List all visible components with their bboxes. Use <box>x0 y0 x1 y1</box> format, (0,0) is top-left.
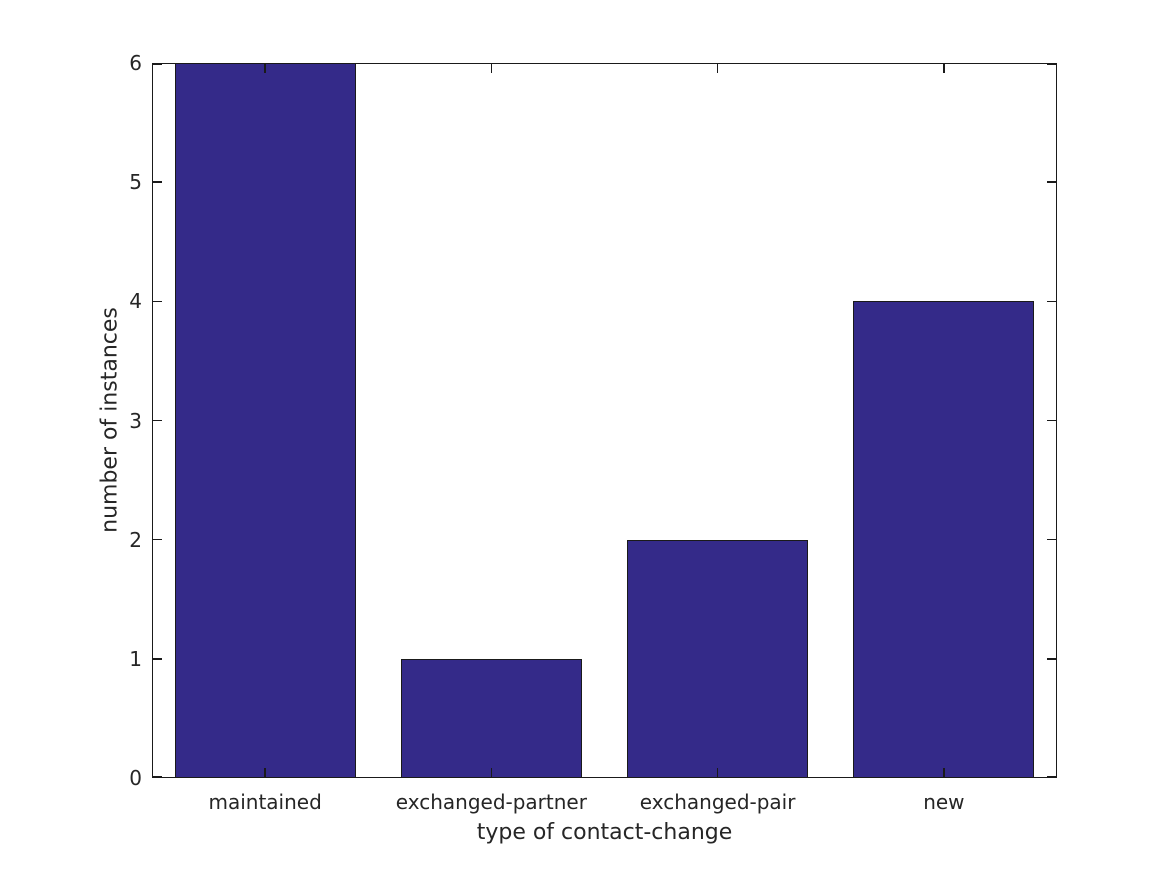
x-tick <box>490 768 493 778</box>
y-tick-label: 6 <box>129 51 142 75</box>
y-tick <box>152 776 162 778</box>
y-tick <box>1047 538 1057 541</box>
x-tick <box>716 768 719 778</box>
y-tick <box>1047 300 1057 303</box>
x-tick-label: exchanged-partner <box>395 790 587 814</box>
y-tick <box>152 63 162 65</box>
x-tick <box>943 63 945 73</box>
y-tick <box>1047 419 1057 422</box>
y-tick-label: 4 <box>129 289 142 314</box>
x-tick <box>264 63 266 73</box>
x-tick-label: new <box>923 790 965 814</box>
x-tick <box>264 768 266 778</box>
y-tick-label: 1 <box>129 646 142 671</box>
x-tick <box>490 63 493 73</box>
y-tick <box>1047 776 1057 778</box>
bar-exchanged-pair <box>627 539 809 778</box>
y-tick <box>1047 181 1057 183</box>
y-tick-label: 0 <box>129 766 142 790</box>
y-tick-label: 5 <box>129 170 142 195</box>
y-tick <box>152 300 162 303</box>
y-tick <box>1047 658 1057 660</box>
x-tick-label: exchanged-pair <box>639 790 796 814</box>
x-tick-label: maintained <box>208 790 322 814</box>
x-tick <box>716 63 719 73</box>
y-tick <box>152 538 162 541</box>
y-tick-label: 3 <box>129 408 142 433</box>
y-tick <box>152 181 162 183</box>
y-tick-label: 2 <box>129 527 142 552</box>
y-tick <box>152 419 162 422</box>
x-tick <box>943 768 945 778</box>
plot-area <box>152 63 1057 778</box>
y-tick <box>1047 63 1057 65</box>
y-tick <box>152 658 162 660</box>
bar-exchanged-partner <box>400 658 582 778</box>
bar-new <box>853 301 1035 778</box>
bar-maintained <box>174 63 356 778</box>
x-axis-label: type of contact-change <box>476 820 733 845</box>
